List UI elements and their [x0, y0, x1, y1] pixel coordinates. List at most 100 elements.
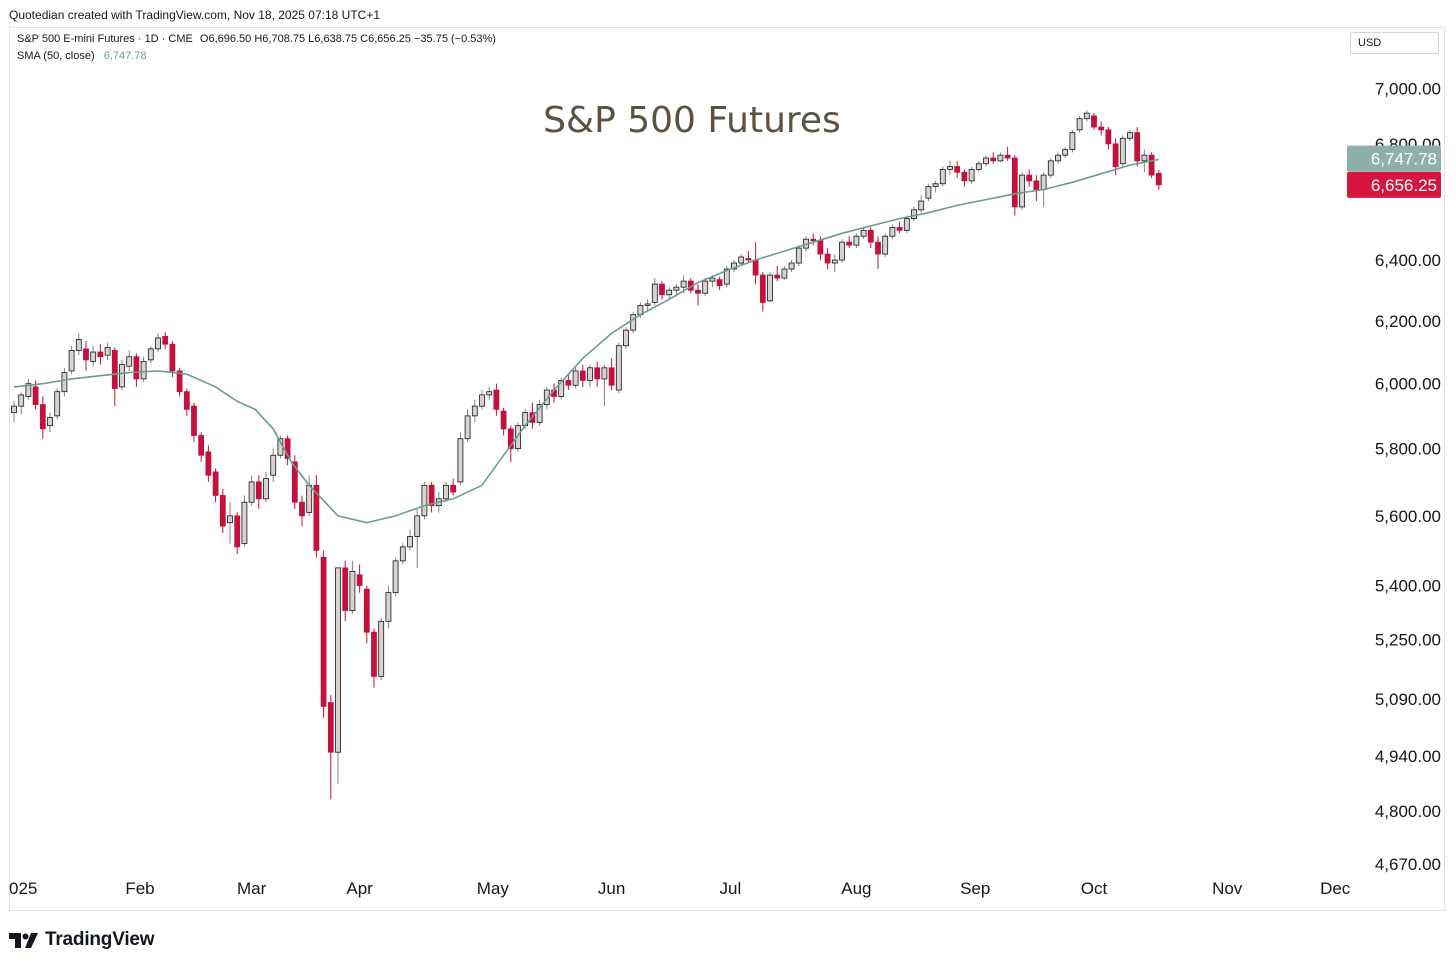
candle-133 — [968, 166, 975, 184]
price-badges: 6,747.78 6,656.25 — [1347, 145, 1441, 198]
candle-32 — [241, 495, 248, 547]
price-tick-label: 4,670.00 — [1375, 855, 1441, 874]
candle-46 — [342, 560, 349, 622]
candle-102 — [745, 251, 752, 264]
candle-body — [299, 501, 305, 517]
candle-body — [759, 274, 766, 303]
candle-body — [1033, 180, 1040, 190]
candles-layer — [11, 110, 1162, 800]
candle-144 — [1047, 158, 1054, 178]
candle-54 — [399, 543, 406, 565]
candle-111 — [810, 233, 817, 246]
price-tick-label: 5,090.00 — [1375, 690, 1441, 709]
candle-142 — [1033, 175, 1040, 202]
candle-body — [824, 253, 831, 264]
candle-48 — [356, 564, 363, 593]
candle-61 — [450, 478, 457, 496]
price-tick-label: 6,200.00 — [1375, 312, 1441, 331]
candle-body — [507, 428, 514, 450]
candle-body — [839, 241, 845, 261]
candle-body — [515, 425, 521, 450]
candle-body — [536, 404, 543, 423]
price-tick-label: 5,800.00 — [1375, 440, 1441, 459]
tradingview-logo[interactable]: TradingView — [9, 928, 155, 952]
candle-body — [594, 367, 601, 380]
tradingview-logo-icon — [9, 932, 38, 948]
candle-body — [83, 348, 89, 361]
candle-body — [997, 154, 1004, 162]
candle-147 — [1069, 129, 1076, 153]
candle-body — [695, 289, 701, 294]
candle-17 — [133, 353, 140, 387]
candle-body — [911, 209, 917, 219]
candle-103 — [752, 242, 759, 285]
candle-body — [486, 391, 493, 396]
candle-body — [788, 262, 795, 270]
candle-1 — [18, 391, 25, 415]
symbol-legend[interactable]: S&P 500 E-mini Futures · 1D · CME O6,696… — [17, 33, 496, 45]
chart-credit: Quotedian created with TradingView.com, … — [9, 8, 380, 22]
candle-6 — [54, 388, 61, 420]
candle-body — [1083, 112, 1090, 120]
candle-100 — [731, 260, 737, 273]
symbol-name: S&P 500 E-mini Futures · 1D · CME — [17, 33, 193, 45]
candle-body — [767, 274, 773, 302]
price-tick-label: 5,400.00 — [1375, 577, 1441, 596]
indicator-legend[interactable]: SMA (50, close) 6,747.78 — [17, 50, 147, 62]
candle-body — [356, 574, 363, 586]
candle-body — [140, 361, 147, 380]
candle-body — [1098, 126, 1105, 131]
candle-45 — [335, 567, 341, 784]
candle-body — [155, 337, 161, 350]
candle-40 — [299, 495, 305, 527]
candle-33 — [248, 475, 255, 506]
candle-134 — [975, 160, 982, 173]
candle-body — [774, 274, 781, 279]
candle-101 — [738, 254, 745, 267]
candle-body — [1026, 174, 1033, 182]
candle-157 — [1141, 149, 1148, 173]
candle-128 — [932, 180, 939, 193]
candle-55 — [407, 529, 413, 551]
candle-79 — [579, 364, 586, 387]
candle-body — [918, 200, 925, 211]
price-tick-label: 7,000.00 — [1375, 79, 1441, 98]
candle-129 — [939, 166, 946, 187]
indicator-name: SMA (50, close) — [17, 50, 95, 62]
candle-2 — [25, 378, 32, 400]
candle-70 — [515, 422, 521, 452]
candle-122 — [889, 224, 896, 240]
time-tick-label: Mar — [237, 879, 267, 898]
time-tick-label: 025 — [9, 879, 37, 898]
ohlc-values: O6,696.50 H6,708.75 L6,638.75 C6,656.25 … — [199, 33, 496, 45]
candle-154 — [1119, 135, 1126, 167]
candle-body — [133, 356, 140, 380]
price-badge-bg — [1347, 145, 1441, 172]
candle-body — [752, 259, 759, 276]
candle-body — [817, 240, 824, 255]
candle-138 — [1004, 146, 1011, 161]
time-tick-label: Oct — [1081, 879, 1108, 898]
candle-body — [644, 303, 651, 306]
candle-body — [882, 235, 889, 255]
time-axis[interactable]: 025 Feb Mar Apr May Jun Jul Aug Sep Oct Nov Dec — [9, 879, 1351, 898]
price-axis[interactable]: 7,000.006,800.006,400.006,200.006,000.00… — [1375, 79, 1441, 873]
candle-91 — [666, 287, 673, 300]
candle-body — [126, 356, 133, 367]
candle-148 — [1076, 115, 1083, 133]
candle-body — [11, 405, 17, 414]
price-badge-label: 6,656.25 — [1371, 176, 1437, 195]
candle-body — [227, 515, 233, 524]
candle-15 — [119, 359, 125, 391]
candle-140 — [1019, 172, 1025, 210]
currency-selector[interactable]: USD — [1350, 32, 1439, 54]
candle-body — [342, 567, 349, 611]
price-chart[interactable]: S&P 500 Futures 7,000.006,800.006,400.00… — [9, 27, 1445, 911]
candle-77 — [565, 374, 572, 391]
candle-63 — [464, 409, 471, 443]
candle-body — [558, 380, 565, 397]
time-tick-label: Aug — [841, 879, 871, 898]
candle-body — [306, 484, 313, 513]
time-tick-label: Feb — [125, 879, 154, 898]
candle-body — [867, 229, 874, 243]
